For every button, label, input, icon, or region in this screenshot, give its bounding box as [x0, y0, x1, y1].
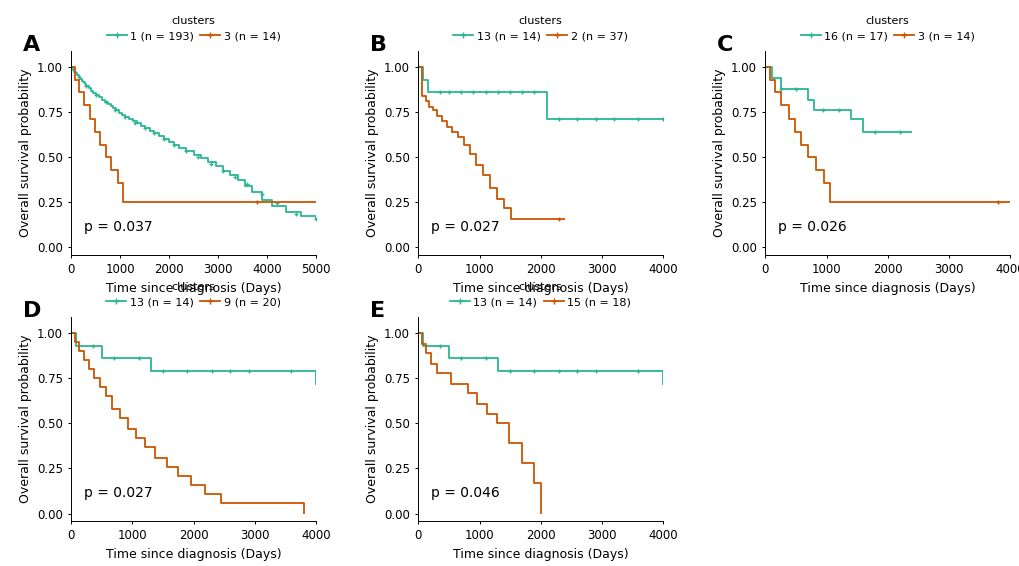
Text: D: D: [22, 301, 41, 321]
Text: E: E: [369, 301, 384, 321]
Legend: 16 (n = 17), 3 (n = 14): 16 (n = 17), 3 (n = 14): [800, 16, 974, 41]
Legend: 13 (n = 14), 9 (n = 20): 13 (n = 14), 9 (n = 20): [106, 282, 280, 307]
Text: p = 0.026: p = 0.026: [776, 220, 846, 234]
Text: p = 0.037: p = 0.037: [84, 220, 152, 234]
X-axis label: Time since diagnosis (Days): Time since diagnosis (Days): [452, 282, 628, 294]
Text: B: B: [369, 35, 386, 55]
Y-axis label: Overall survival probability: Overall survival probability: [365, 68, 378, 237]
Text: A: A: [22, 35, 40, 55]
Y-axis label: Overall survival probability: Overall survival probability: [712, 68, 725, 237]
Legend: 1 (n = 193), 3 (n = 14): 1 (n = 193), 3 (n = 14): [106, 16, 280, 41]
Text: p = 0.046: p = 0.046: [430, 486, 499, 500]
Y-axis label: Overall survival probability: Overall survival probability: [365, 335, 378, 503]
Y-axis label: Overall survival probability: Overall survival probability: [18, 68, 32, 237]
Legend: 13 (n = 14), 15 (n = 18): 13 (n = 14), 15 (n = 18): [449, 282, 631, 307]
X-axis label: Time since diagnosis (Days): Time since diagnosis (Days): [452, 548, 628, 560]
Text: p = 0.027: p = 0.027: [84, 486, 152, 500]
Text: C: C: [716, 35, 733, 55]
Y-axis label: Overall survival probability: Overall survival probability: [18, 335, 32, 503]
Text: p = 0.027: p = 0.027: [430, 220, 498, 234]
Legend: 13 (n = 14), 2 (n = 37): 13 (n = 14), 2 (n = 37): [453, 16, 627, 41]
X-axis label: Time since diagnosis (Days): Time since diagnosis (Days): [106, 282, 281, 294]
X-axis label: Time since diagnosis (Days): Time since diagnosis (Days): [106, 548, 281, 560]
X-axis label: Time since diagnosis (Days): Time since diagnosis (Days): [799, 282, 974, 294]
